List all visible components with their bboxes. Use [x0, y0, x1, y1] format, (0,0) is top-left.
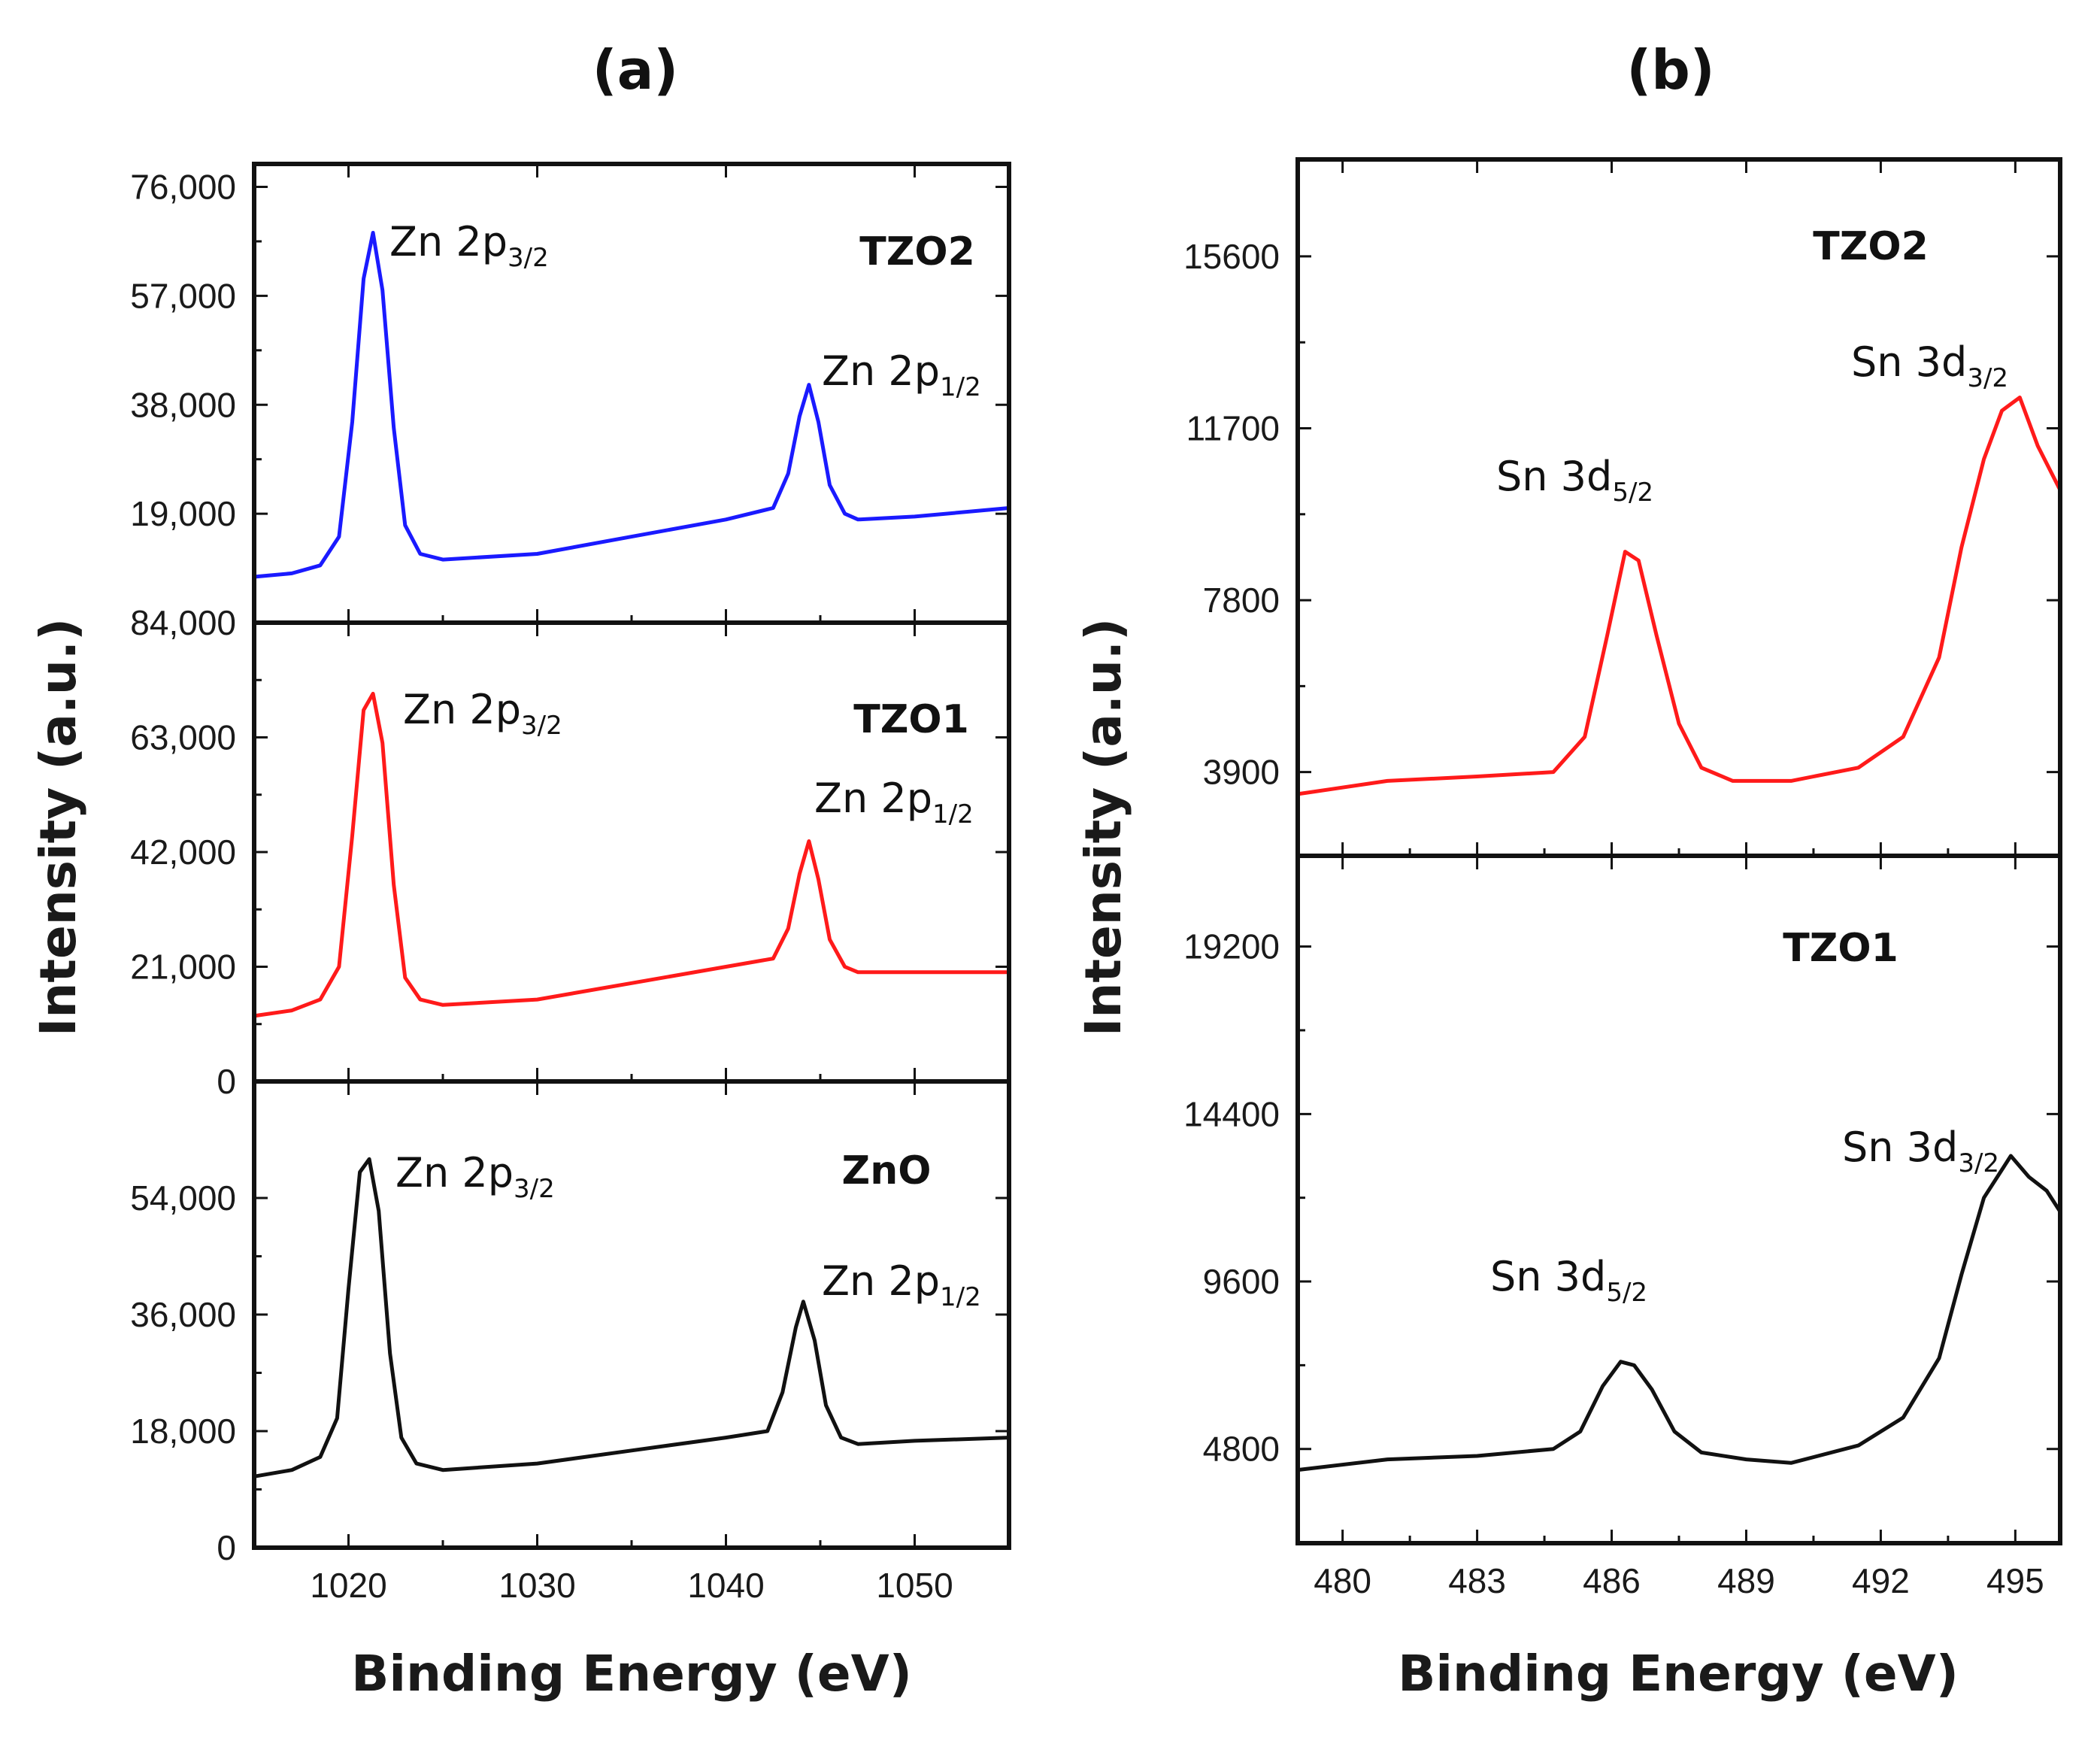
peak-label-zn-2p3-2: Zn 2p3/2 [395, 1149, 555, 1204]
y-tick-label: 0 [217, 1062, 236, 1101]
y-ticks: 19,000 38,000 57,000 76,000 [130, 168, 1009, 533]
sample-label-tzo1: TZO1 [853, 697, 969, 742]
x-tick-label: 1050 [876, 1566, 953, 1605]
peak-label-zn-2p3-2: Zn 2p3/2 [389, 218, 549, 273]
y-tick-label: 3900 [1203, 753, 1280, 792]
tzo1-sn-spectrum-line [1295, 1154, 2062, 1472]
panel-a-y-axis-title: Intensity (a.u.) [29, 618, 87, 1036]
sample-label-zno: ZnO [842, 1148, 932, 1193]
x-tick-label: 495 [1986, 1561, 2044, 1600]
y-tick-label: 4800 [1203, 1430, 1280, 1469]
x-tick-label: 1040 [687, 1566, 764, 1605]
panel-a-letter: (a) [592, 38, 678, 102]
panel-b-subplot-tzo1: 4800 9600 14400 19200 TZO1 Sn 3d5/2 Sn 3d3/… [1183, 926, 2062, 1472]
y-tick-label: 54,000 [130, 1178, 236, 1218]
y-tick-label: 38,000 [130, 385, 236, 424]
panel-b: (b) 3900 7800 11700 15600 TZO2 Sn 3d5/2 Sn … [1074, 38, 2062, 1703]
zno-zn-spectrum-line [252, 1157, 1011, 1478]
y-tick-label: 76,000 [130, 168, 236, 207]
peak-label-zn-2p1-2: Zn 2p1/2 [814, 775, 974, 829]
y-tick-label: 14400 [1183, 1094, 1280, 1133]
x-tick-label: 486 [1583, 1561, 1641, 1600]
peak-label-sn-3d3-2: Sn 3d3/2 [1851, 338, 2008, 393]
panel-b-subplot-tzo2: 3900 7800 11700 15600 TZO2 Sn 3d5/2 Sn 3d3/… [1183, 224, 2062, 796]
panel-a-x-axis-title: Binding Energy (eV) [351, 1645, 912, 1703]
y-tick-label: 11700 [1186, 409, 1280, 448]
y-tick-label: 63,000 [130, 718, 236, 757]
peak-label-sn-3d3-2: Sn 3d3/2 [1842, 1124, 1999, 1178]
panel-a-subplot-zno: 0 18,000 36,000 54,000 ZnO Zn 2p3/2 Zn 2p1/… [130, 1148, 1011, 1567]
y-ticks: 0 18,000 36,000 54,000 [130, 1178, 1009, 1567]
tzo2-zn-spectrum-line [252, 231, 1011, 579]
y-tick-label: 19,000 [130, 494, 236, 533]
x-tick-label: 1030 [498, 1566, 575, 1605]
x-tick-label: 1020 [310, 1566, 386, 1605]
y-ticks: 0 21,000 42,000 63,000 84,000 [130, 603, 1009, 1101]
peak-label-sn-3d5-2: Sn 3d5/2 [1490, 1253, 1647, 1308]
peak-label-zn-2p1-2: Zn 2p1/2 [822, 1257, 981, 1312]
peak-label-sn-3d5-2: Sn 3d5/2 [1496, 453, 1653, 508]
panel-a-subplot-tzo2: 19,000 38,000 57,000 76,000 TZO2 Zn 2p3/2 Z… [130, 168, 1011, 579]
y-tick-label: 19200 [1183, 927, 1280, 966]
panel-b-letter: (b) [1626, 38, 1714, 102]
y-tick-label: 15600 [1183, 237, 1280, 276]
x-tick-label: 492 [1852, 1561, 1910, 1600]
y-tick-label: 9600 [1203, 1262, 1280, 1301]
y-tick-label: 84,000 [130, 603, 236, 642]
y-tick-label: 7800 [1203, 581, 1280, 620]
y-tick-label: 42,000 [130, 833, 236, 872]
panel-b-x-ticks: 480 483 486 489 492 495 [1314, 159, 2044, 1600]
x-tick-label: 480 [1314, 1561, 1371, 1600]
y-tick-label: 36,000 [130, 1295, 236, 1334]
y-ticks: 3900 7800 11700 15600 [1183, 237, 2060, 792]
y-tick-label: 0 [217, 1528, 236, 1567]
x-tick-label: 489 [1717, 1561, 1775, 1600]
peak-label-zn-2p3-2: Zn 2p3/2 [403, 686, 562, 741]
panel-a: (a) 19,000 38,000 57,000 76,000 TZO2 Zn 2p3… [29, 38, 1011, 1703]
y-tick-label: 57,000 [130, 276, 236, 315]
panel-a-x-ticks: 1020 1030 1040 1050 [253, 164, 1011, 1605]
y-tick-label: 18,000 [130, 1412, 236, 1451]
sample-label-tzo2: TZO2 [1813, 224, 1929, 269]
y-ticks: 4800 9600 14400 19200 [1183, 927, 2060, 1469]
panel-b-x-axis-title: Binding Energy (eV) [1398, 1645, 1959, 1703]
peak-label-zn-2p1-2: Zn 2p1/2 [822, 347, 981, 402]
tzo2-sn-spectrum-line [1295, 396, 2062, 796]
panel-b-y-axis-title: Intensity (a.u.) [1074, 618, 1132, 1036]
sample-label-tzo2: TZO2 [859, 229, 975, 274]
x-tick-label: 483 [1448, 1561, 1506, 1600]
sample-label-tzo1: TZO1 [1783, 926, 1898, 971]
tzo1-zn-spectrum-line [252, 691, 1011, 1018]
y-tick-label: 21,000 [130, 948, 236, 987]
